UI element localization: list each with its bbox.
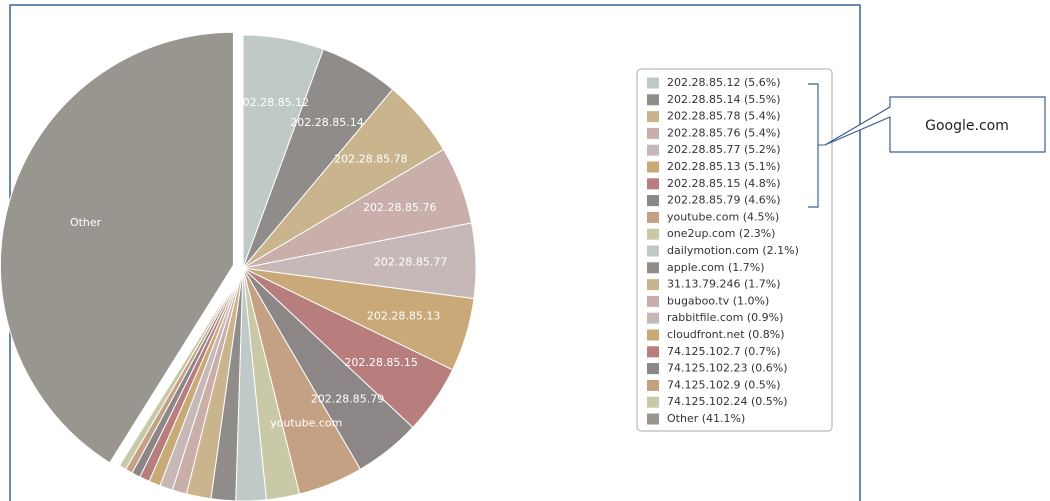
slice-label: youtube.com xyxy=(270,416,342,429)
legend-label: youtube.com (4.5%) xyxy=(667,210,779,223)
legend-label: 74.125.102.9 (0.5%) xyxy=(667,378,781,391)
slice-label: Other xyxy=(70,216,102,229)
slice xyxy=(0,31,234,464)
legend-swatch xyxy=(647,111,659,123)
legend-label: 202.28.85.13 (5.1%) xyxy=(667,160,781,173)
legend-label: 74.125.102.24 (0.5%) xyxy=(667,395,788,408)
legend-label: 202.28.85.78 (5.4%) xyxy=(667,110,781,123)
legend-swatch xyxy=(647,413,659,425)
legend-swatch xyxy=(647,77,659,89)
slice xyxy=(118,267,244,470)
slice-label: 202.28.85.79 xyxy=(311,392,384,405)
slice-label: 202.28.85.15 xyxy=(344,356,417,369)
pie: 202.28.85.12 202.28.85.14 202.28.85.78 202.… xyxy=(0,31,477,501)
legend-label: 202.28.85.79 (4.6%) xyxy=(667,194,781,207)
legend-swatch xyxy=(647,228,659,240)
legend-label: bugaboo.tv (1.0%) xyxy=(667,294,769,307)
legend-swatch xyxy=(647,144,659,156)
slice-label: 202.28.85.12 xyxy=(236,96,309,109)
legend-label: dailymotion.com (2.1%) xyxy=(667,244,799,257)
legend-label: 202.28.85.77 (5.2%) xyxy=(667,143,781,156)
legend-label: 202.28.85.12 (5.6%) xyxy=(667,76,781,89)
legend-swatch xyxy=(647,329,659,341)
slice-label: 202.28.85.78 xyxy=(334,152,407,165)
legend-swatch xyxy=(647,396,659,408)
callout xyxy=(824,96,1046,153)
legend: 202.28.85.12 (5.6%) 202.28.85.14 (5.5%) 20… xyxy=(647,76,799,425)
legend-swatch xyxy=(647,178,659,190)
legend-swatch xyxy=(647,262,659,274)
legend-label: one2up.com (2.3%) xyxy=(667,227,775,240)
legend-box xyxy=(636,68,833,432)
legend-swatch xyxy=(647,279,659,291)
legend-swatch xyxy=(647,161,659,173)
legend-swatch xyxy=(647,312,659,324)
legend-label: 202.28.85.15 (4.8%) xyxy=(667,177,781,190)
legend-label: apple.com (1.7%) xyxy=(667,261,765,274)
legend-swatch xyxy=(647,127,659,139)
legend-label: Other (41.1%) xyxy=(667,412,745,425)
legend-swatch xyxy=(647,195,659,207)
legend-label: 202.28.85.14 (5.5%) xyxy=(667,93,781,106)
legend-swatch xyxy=(647,94,659,106)
legend-label: cloudfront.net (0.8%) xyxy=(667,328,785,341)
legend-label: 202.28.85.76 (5.4%) xyxy=(667,126,781,139)
slice-label: 202.28.85.14 xyxy=(290,116,363,129)
legend-swatch xyxy=(647,245,659,257)
legend-label: 74.125.102.23 (0.6%) xyxy=(667,362,788,375)
legend-label: 31.13.79.246 (1.7%) xyxy=(667,278,781,291)
legend-swatch xyxy=(647,295,659,307)
legend-swatch xyxy=(647,346,659,358)
legend-swatch xyxy=(647,363,659,375)
slice-label: 202.28.85.76 xyxy=(363,201,436,214)
legend-swatch xyxy=(647,211,659,223)
slice-label: 202.28.85.77 xyxy=(374,256,447,269)
slice-label: 202.28.85.13 xyxy=(367,309,440,322)
legend-swatch xyxy=(647,379,659,391)
annotation: Google.com xyxy=(925,118,1009,134)
legend-label: rabbitfile.com (0.9%) xyxy=(667,311,783,324)
legend-label: 74.125.102.7 (0.7%) xyxy=(667,345,781,358)
